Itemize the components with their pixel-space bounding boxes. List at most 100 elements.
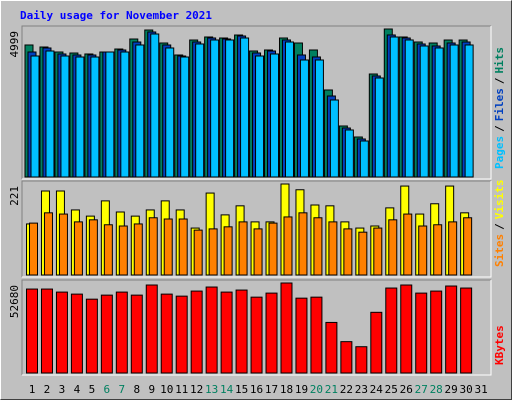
x-tick-label: 23	[355, 383, 368, 396]
bar	[314, 59, 324, 178]
bar	[29, 222, 38, 276]
panel-frame	[21, 25, 491, 179]
bar	[120, 51, 130, 178]
bar	[340, 341, 353, 374]
bar	[385, 287, 398, 374]
x-tick-label: 9	[148, 383, 155, 396]
bar	[329, 99, 339, 178]
bar	[403, 213, 413, 276]
bar	[344, 129, 354, 178]
x-tick-label: 16	[250, 383, 263, 396]
bar	[325, 321, 338, 374]
bar	[238, 221, 248, 276]
panel-frame	[21, 279, 491, 375]
bar	[75, 56, 85, 178]
bar	[210, 39, 220, 178]
bar	[298, 212, 308, 276]
x-tick-label: 31	[474, 383, 487, 396]
bar	[265, 292, 278, 374]
bar	[220, 291, 233, 374]
legend-entry: Sites	[493, 234, 506, 267]
legend-entry: Files	[493, 88, 506, 121]
bar	[145, 284, 158, 374]
x-tick-label: 11	[175, 383, 188, 396]
bar	[343, 228, 353, 276]
bar	[30, 55, 40, 178]
y-tick-label: 221	[8, 186, 21, 206]
bar	[43, 212, 53, 276]
bar	[160, 293, 173, 374]
bar	[88, 219, 98, 276]
panel-frame	[21, 180, 491, 277]
bar	[448, 221, 458, 276]
bar	[373, 227, 383, 276]
bar	[358, 231, 368, 276]
bar	[26, 288, 38, 374]
x-tick-label: 8	[133, 383, 140, 396]
legend-separator: /	[493, 125, 506, 132]
bar	[148, 217, 158, 276]
bar	[283, 216, 293, 276]
x-tick-label: 30	[460, 383, 473, 396]
bar	[434, 47, 444, 178]
bar	[389, 36, 399, 178]
bar	[85, 298, 98, 374]
panel-frame	[22, 280, 492, 376]
bar	[400, 284, 413, 374]
bar	[328, 221, 338, 276]
bar	[280, 282, 293, 374]
bar	[404, 39, 414, 178]
bar	[235, 289, 248, 374]
bar	[240, 37, 250, 178]
x-tick-label: 3	[59, 383, 66, 396]
x-tick-label: 18	[280, 383, 293, 396]
bar	[370, 311, 383, 374]
bar	[115, 291, 128, 374]
bar	[45, 50, 55, 178]
x-tick-label: 21	[325, 383, 338, 396]
bar	[270, 53, 280, 178]
x-tick-label: 26	[400, 383, 413, 396]
x-tick-label: 25	[385, 383, 398, 396]
bar	[165, 47, 175, 178]
bar	[449, 44, 459, 178]
y-tick-label: 52680	[8, 285, 21, 318]
bar	[268, 222, 278, 276]
legend-entry: KBytes	[493, 325, 506, 365]
bar	[310, 296, 323, 374]
x-tick-label: 6	[104, 383, 111, 396]
bar	[175, 295, 188, 374]
bar	[388, 219, 398, 276]
x-tick-label: 14	[220, 383, 234, 396]
bar	[178, 218, 188, 276]
bar	[225, 39, 235, 178]
bar	[284, 41, 294, 178]
x-tick-label: 24	[370, 383, 384, 396]
x-tick-label: 2	[44, 383, 51, 396]
bar	[208, 228, 218, 276]
legend: KBytes	[493, 325, 506, 365]
x-tick-label: 28	[430, 383, 443, 396]
bar	[70, 293, 83, 374]
legend-separator: /	[493, 223, 506, 230]
panel-frame	[22, 181, 492, 278]
x-tick-label: 17	[265, 383, 278, 396]
bar	[55, 291, 68, 374]
x-tick-label: 27	[415, 383, 428, 396]
bar	[133, 223, 143, 276]
bar	[205, 286, 218, 374]
bar	[103, 224, 113, 276]
bar	[223, 226, 233, 276]
bar	[73, 221, 83, 276]
legend-entry: Pages	[493, 136, 506, 169]
bar	[253, 228, 263, 276]
x-tick-label: 19	[295, 383, 308, 396]
legend: Pages / Files / Hits	[493, 47, 506, 169]
bar	[463, 217, 473, 276]
bar	[180, 56, 190, 178]
x-tick-label: 15	[235, 383, 248, 396]
bar	[418, 225, 428, 276]
bar	[415, 292, 428, 374]
x-tick-label: 13	[205, 383, 218, 396]
